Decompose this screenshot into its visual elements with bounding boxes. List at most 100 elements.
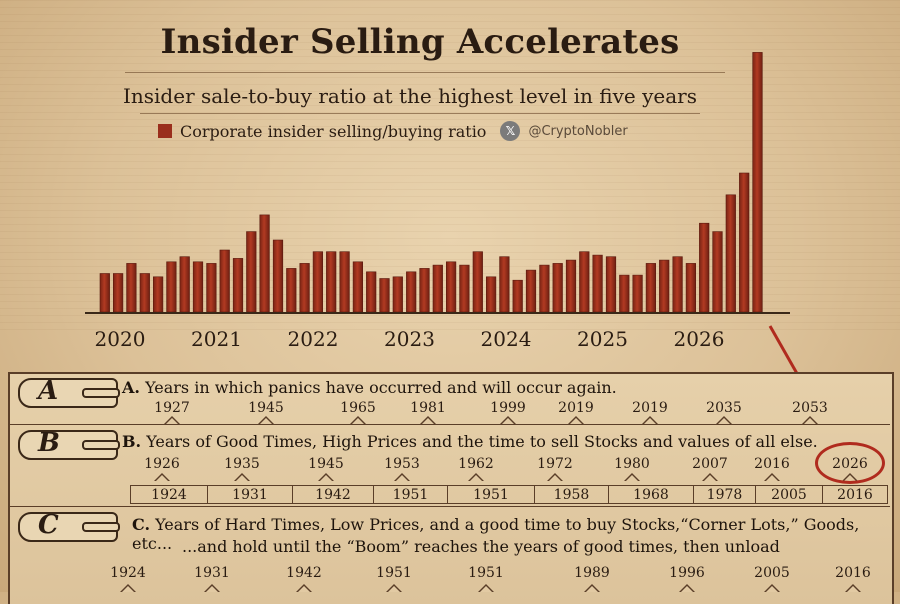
bar-28 — [472, 251, 483, 313]
peak-marker-icon — [702, 473, 718, 481]
row-a-heading: A. Years in which panics have occurred a… — [122, 378, 617, 397]
row-c-year: 1931 — [194, 565, 230, 581]
cycle-table: A A. Years in which panics have occurred… — [8, 372, 894, 604]
x-tick-label: 2023 — [384, 327, 435, 351]
peak-marker-icon — [500, 416, 516, 424]
row-b-year: 1980 — [614, 456, 650, 472]
bar-40 — [632, 274, 643, 313]
chart-title: Insider Selling Accelerates — [160, 22, 680, 62]
row-c-year: 1996 — [669, 565, 705, 581]
bar-30 — [499, 256, 510, 313]
peak-marker-icon — [204, 584, 220, 592]
bar-3 — [139, 273, 150, 313]
legend: Corporate insider selling/buying ratio 𝕏… — [158, 121, 628, 141]
row-c-year: 1951 — [468, 565, 504, 581]
x-logo-icon: 𝕏 — [500, 121, 521, 141]
bar-35 — [565, 259, 577, 313]
row-b-year: 1962 — [458, 456, 494, 472]
bar-29 — [485, 276, 497, 313]
peak-marker-icon — [624, 473, 640, 481]
row-a-year: 2053 — [792, 400, 828, 416]
row-b-year: 1953 — [384, 456, 420, 472]
peak-marker-icon — [164, 416, 180, 424]
bar-4 — [153, 276, 164, 313]
row-c-label: Years of Hard Times, Low Prices, and a g… — [132, 515, 860, 553]
bar-38 — [605, 256, 617, 313]
peak-marker-icon — [420, 416, 436, 424]
bar-49 — [752, 52, 763, 313]
row-c-heading: C. Years of Hard Times, Low Prices, and … — [132, 515, 892, 553]
bar-9 — [219, 249, 230, 313]
row-c-year: 2016 — [835, 565, 871, 581]
row-b-year: 2016 — [754, 456, 790, 472]
peak-marker-icon — [318, 473, 334, 481]
peak-marker-icon — [478, 584, 494, 592]
bar-23 — [406, 271, 417, 313]
peak-marker-icon — [716, 416, 732, 424]
bar-7 — [192, 261, 204, 313]
bar-13 — [272, 239, 284, 313]
row-b-bottom-year: 1942 — [292, 485, 373, 504]
row-a-label: Years in which panics have occurred and … — [145, 378, 617, 397]
bar-12 — [259, 214, 270, 313]
row-a-year: 1999 — [490, 400, 526, 416]
row-c-label-2: ...and hold until the “Boom” reaches the… — [182, 537, 780, 556]
row-b-line — [10, 506, 890, 507]
bar-2 — [126, 263, 137, 313]
x-tick-label: 2020 — [95, 327, 146, 351]
peak-marker-icon — [468, 473, 484, 481]
peak-marker-icon — [234, 473, 250, 481]
row-a-year: 2019 — [632, 400, 668, 416]
row-c-year: 1951 — [376, 565, 412, 581]
bar-45 — [699, 222, 710, 313]
bar-24 — [419, 268, 430, 313]
x-ticks-group: 2020 2021 2022 2023 2024 2025 2026 — [95, 327, 725, 351]
x-tick-label: 2024 — [481, 327, 532, 351]
row-letter-b: B — [38, 428, 60, 458]
bar-18 — [339, 251, 350, 313]
peak-marker-icon — [296, 584, 312, 592]
row-c-prefix: C. — [132, 515, 151, 534]
peak-marker-icon — [568, 416, 584, 424]
row-b-bottom-year: 1951 — [373, 485, 447, 504]
row-b-year: 1945 — [308, 456, 344, 472]
pointing-hand-icon-c: C — [18, 510, 120, 542]
bar-32 — [525, 269, 537, 313]
chart-subtitle: Insider sale-to-buy ratio at the highest… — [122, 84, 698, 108]
peak-marker-icon — [845, 584, 861, 592]
bar-46 — [712, 231, 723, 313]
row-b-year: 1935 — [224, 456, 260, 472]
bar-27 — [459, 264, 470, 313]
bar-11 — [246, 231, 257, 313]
row-a-year: 2019 — [558, 400, 594, 416]
x-tick-label: 2025 — [577, 327, 628, 351]
peak-marker-icon — [642, 416, 658, 424]
row-a-year: 2035 — [706, 400, 742, 416]
pointing-hand-icon-a: A — [18, 376, 120, 408]
bar-10 — [232, 258, 244, 313]
peak-marker-icon — [802, 416, 818, 424]
pointing-hand-icon-b: B — [18, 428, 120, 460]
row-c-year: 1989 — [574, 565, 610, 581]
subtitle-rule — [140, 113, 700, 114]
bar-34 — [552, 263, 563, 313]
peak-marker-icon — [764, 584, 780, 592]
bar-21 — [379, 278, 390, 313]
bar-5 — [166, 261, 177, 313]
row-b-bottom-year: 1951 — [447, 485, 534, 504]
row-a-year: 1981 — [410, 400, 446, 416]
peak-marker-icon — [386, 584, 402, 592]
bar-41 — [645, 263, 656, 313]
peak-marker-icon — [350, 416, 366, 424]
author-handle: @CryptoNobler — [528, 123, 628, 139]
row-b-bottom-year: 1931 — [207, 485, 292, 504]
bar-36 — [579, 251, 590, 313]
bar-43 — [672, 256, 683, 313]
row-a-prefix: A. — [122, 378, 140, 397]
row-b-year: 1926 — [144, 456, 180, 472]
row-letter-c: C — [38, 510, 59, 540]
bar-19 — [352, 261, 364, 313]
row-c-year: 1942 — [286, 565, 322, 581]
row-b-heading: B. Years of Good Times, High Prices and … — [122, 432, 818, 451]
row-a-line — [10, 424, 890, 425]
